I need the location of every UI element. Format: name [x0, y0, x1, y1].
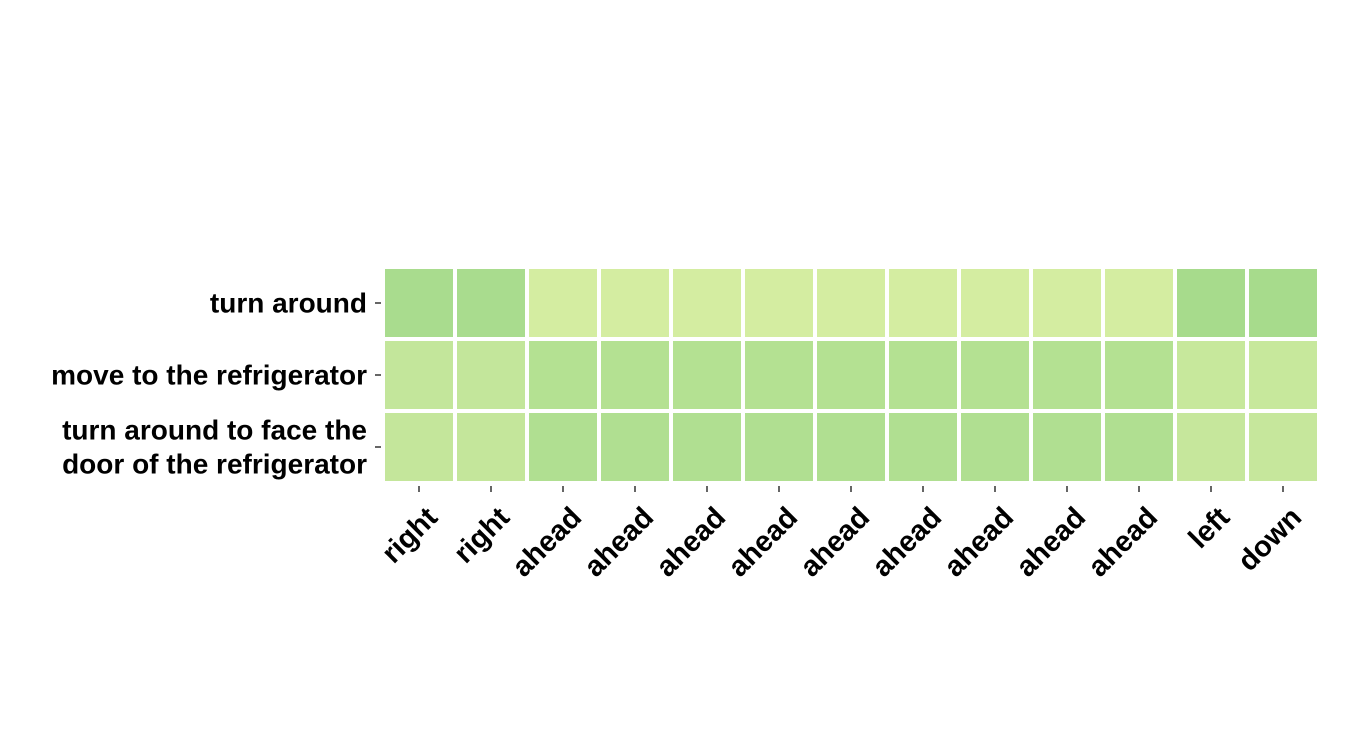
y-tick-label: door of the refrigerator: [62, 449, 367, 480]
heatmap-cell: [1249, 269, 1317, 337]
heatmap-cell: [889, 269, 957, 337]
heatmap-cell: [529, 269, 597, 337]
heatmap-cell: [1033, 341, 1101, 409]
x-tick-label: ahead: [506, 501, 588, 583]
x-tick-label: ahead: [722, 501, 804, 583]
x-tick-label: ahead: [650, 501, 732, 583]
heatmap-cell: [817, 413, 885, 481]
heatmap-cell: [457, 269, 525, 337]
x-axis: right rightaheadaheadaheadaheadaheadahead…: [376, 486, 1308, 583]
heatmap-cell: [745, 413, 813, 481]
heatmap-cell: [745, 341, 813, 409]
y-tick-label: turn around: [210, 288, 367, 319]
heatmap-cell: [889, 341, 957, 409]
heatmap-cell: [385, 341, 453, 409]
heatmap-cell: [817, 269, 885, 337]
heatmap-cell: [457, 413, 525, 481]
heatmap-cell: [385, 269, 453, 337]
heatmap-cell: [961, 269, 1029, 337]
x-tick-label: down: [1232, 501, 1308, 577]
x-tick-label: ahead: [938, 501, 1020, 583]
x-tick-label: right: [448, 501, 516, 569]
heatmap-cell: [1105, 341, 1173, 409]
y-tick-label: turn around to face the: [62, 415, 367, 446]
heatmap-cell: [673, 413, 741, 481]
heatmap-cell: [1177, 413, 1245, 481]
x-tick-label: ahead: [578, 501, 660, 583]
heatmap-cell: [673, 269, 741, 337]
heatmap-cell: [1177, 269, 1245, 337]
heatmap-cell: [601, 413, 669, 481]
heatmap-cells: [385, 269, 1317, 481]
x-tick-label: right: [376, 501, 444, 569]
heatmap-cell: [601, 341, 669, 409]
heatmap-cell: [457, 341, 525, 409]
heatmap-cell: [673, 341, 741, 409]
heatmap-cell: [961, 413, 1029, 481]
heatmap-cell: [1033, 269, 1101, 337]
y-tick-label: move to the refrigerator: [51, 360, 367, 391]
heatmap-cell: [529, 413, 597, 481]
x-tick-label: ahead: [866, 501, 948, 583]
x-tick-label: left: [1183, 501, 1237, 555]
heatmap-cell: [1105, 413, 1173, 481]
heatmap-cell: [817, 341, 885, 409]
x-tick-label: ahead: [1010, 501, 1092, 583]
heatmap-cell: [601, 269, 669, 337]
heatmap-cell: [1105, 269, 1173, 337]
heatmap-cell: [889, 413, 957, 481]
heatmap-cell: [961, 341, 1029, 409]
heatmap-cell: [1249, 341, 1317, 409]
heatmap-cell: [1033, 413, 1101, 481]
heatmap-cell: [529, 341, 597, 409]
heatmap-cell: [1249, 413, 1317, 481]
heatmap-cell: [1177, 341, 1245, 409]
heatmap-cell: [385, 413, 453, 481]
x-tick-label: ahead: [794, 501, 876, 583]
x-tick-label: ahead: [1082, 501, 1164, 583]
y-axis: turn around move to the refrigerator turn …: [51, 288, 381, 480]
heatmap-cell: [745, 269, 813, 337]
